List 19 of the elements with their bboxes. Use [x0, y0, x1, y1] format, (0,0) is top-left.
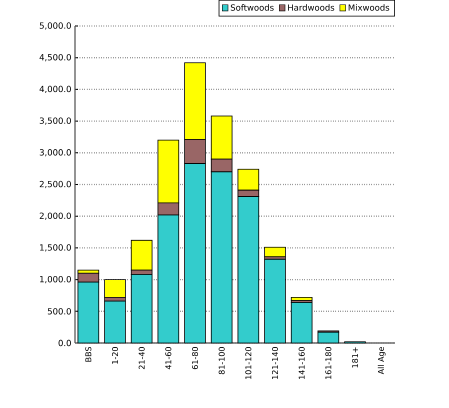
y-tick-label: 4,500.0 — [40, 54, 71, 62]
legend-label: Hardwoods — [288, 4, 334, 11]
y-tick-label: 2,000.0 — [40, 212, 71, 220]
legend-label: Softwoods — [230, 4, 274, 11]
bar — [318, 332, 340, 344]
bar — [130, 240, 152, 270]
y-tick-label: 3,000.0 — [40, 149, 71, 156]
y-tick-label: 4,000.0 — [40, 86, 71, 94]
y-tick-label: 500.0 — [48, 308, 71, 315]
y-tick-label: 5,000.0 — [40, 22, 71, 30]
y-tick-label: 1,000.0 — [40, 276, 71, 284]
y-tick-label: 1,500.0 — [40, 244, 71, 252]
bar — [264, 258, 286, 344]
legend-label: Mixwoods — [348, 4, 390, 11]
y-tick-label: 3,500.0 — [40, 117, 71, 125]
y-tick-label: 2,500.0 — [40, 180, 71, 188]
bar — [264, 246, 286, 258]
y-tick-label: 0.0 — [58, 340, 71, 346]
bar — [104, 279, 126, 298]
